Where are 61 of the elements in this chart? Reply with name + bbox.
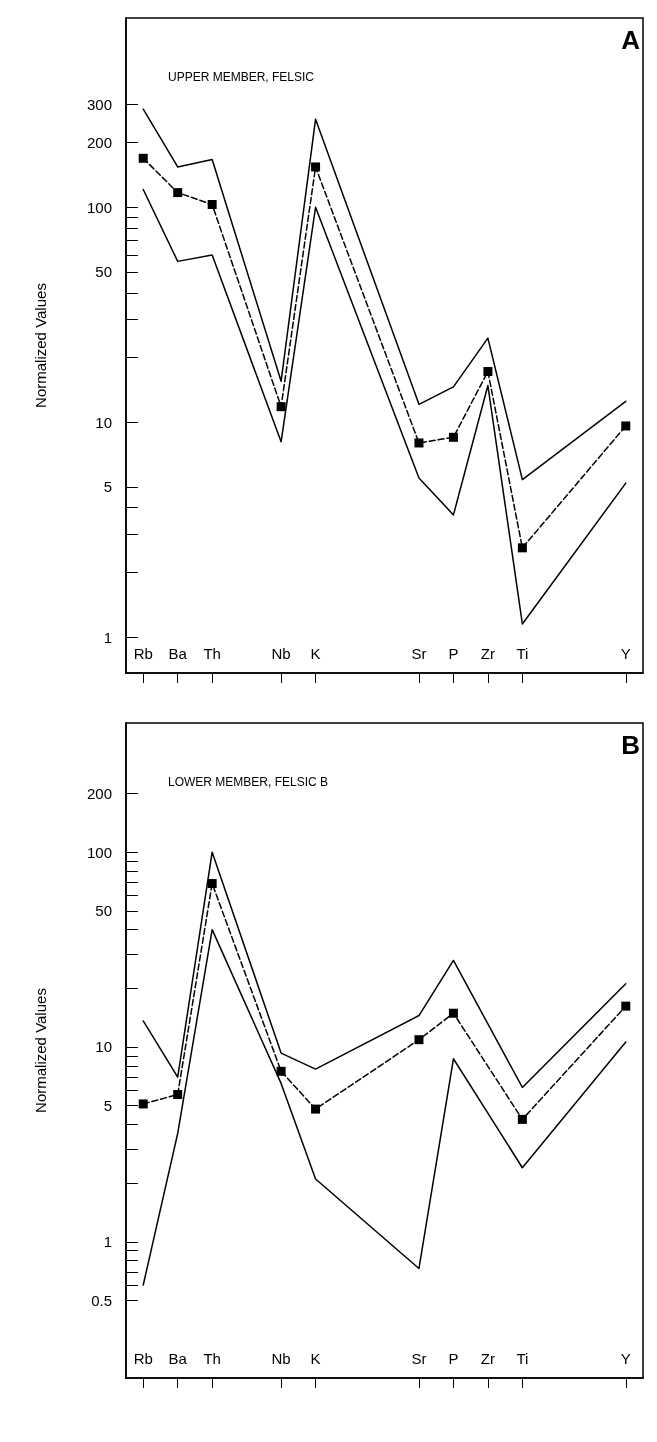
x-tick-label: Ba: [168, 1350, 188, 1367]
point: [621, 421, 631, 431]
x-tick-label: Y: [620, 645, 631, 662]
point: [621, 1001, 631, 1011]
text: UPPER MEMBER, FELSIC: [168, 70, 315, 84]
point: [448, 432, 458, 442]
point: [138, 1099, 148, 1109]
point: [517, 1114, 527, 1124]
x-tick-label: Nb: [271, 1350, 291, 1367]
line-series: [142, 108, 627, 481]
point: [276, 402, 286, 412]
point: [173, 188, 183, 198]
y-tick-label: 50: [95, 902, 112, 920]
chart-title: B: [621, 730, 640, 760]
point: [414, 438, 424, 448]
point: [311, 162, 321, 172]
x-tick-label: K: [310, 1350, 321, 1367]
point: [517, 543, 527, 553]
y-axis-title: Normalized Values: [32, 988, 49, 1113]
y-tick-label: 300: [86, 96, 112, 114]
x-tick-label: Zr: [480, 1350, 495, 1367]
x-tick-label: Nb: [271, 645, 291, 662]
y-tick-label: 50: [95, 263, 112, 281]
point: [414, 1035, 424, 1045]
x-tick-label: Rb: [133, 645, 153, 662]
y-tick-label: 1: [103, 628, 112, 646]
x-tick-label: Ti: [516, 645, 529, 662]
text: LOWER MEMBER, FELSIC B: [168, 775, 329, 789]
x-tick-label: Y: [620, 1350, 631, 1367]
y-axis-title: Normalized Values: [32, 283, 49, 408]
point: [173, 1090, 183, 1100]
y-tick-label: 200: [86, 134, 112, 152]
y-tick-label: 0.5: [91, 1291, 112, 1309]
x-tick-label: Sr: [411, 1350, 427, 1367]
x-tick-label: Ba: [168, 645, 188, 662]
y-tick-label: 100: [86, 198, 112, 216]
x-tick-label: P: [448, 645, 459, 662]
x-tick-label: Rb: [133, 1350, 153, 1367]
point: [207, 879, 217, 889]
x-tick-label: Th: [203, 645, 221, 662]
x-tick-label: Zr: [480, 645, 495, 662]
x-tick-label: K: [310, 645, 321, 662]
x-tick-label: Ti: [516, 1350, 529, 1367]
x-tick-label: Th: [203, 1350, 221, 1367]
y-tick-label: 200: [86, 784, 112, 802]
point: [483, 367, 493, 377]
y-tick-label: 10: [95, 1038, 112, 1056]
y-tick-label: 5: [103, 1097, 112, 1115]
chart-title: A: [621, 25, 641, 55]
point: [276, 1066, 286, 1076]
point: [448, 1008, 458, 1018]
line-series: [142, 928, 627, 1286]
y-tick-label: 100: [86, 843, 112, 861]
x-tick-label: P: [448, 1350, 459, 1367]
point: [311, 1104, 321, 1114]
y-tick-label: 10: [95, 413, 112, 431]
point: [207, 200, 217, 210]
y-tick-label: 1: [103, 1233, 112, 1251]
point: [138, 153, 148, 163]
y-tick-label: 5: [103, 478, 112, 496]
x-tick-label: Sr: [411, 645, 427, 662]
